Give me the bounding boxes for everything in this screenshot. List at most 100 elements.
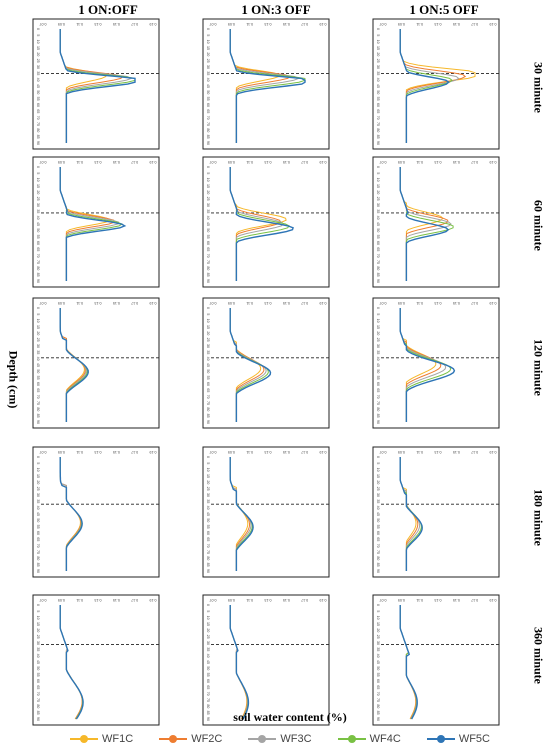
panel-r3-c3: 0.07 0.09 0.11 0.13 0.15 0.17 0.19 0 5 10 15 20 25 30… — [372, 297, 500, 429]
x-tick-label: 0.15 — [113, 301, 120, 305]
y-tick-label: 20 — [36, 331, 40, 335]
x-tick-label: 0.15 — [113, 450, 120, 454]
y-tick-label: 5 — [376, 34, 380, 36]
y-tick-label: 15 — [376, 622, 380, 626]
y-tick-label: 85 — [206, 135, 210, 139]
legend-item-wf5c: WF5C — [426, 733, 490, 745]
y-tick-label: 10 — [376, 40, 380, 44]
column-title-1: 1 ON:OFF — [78, 2, 138, 17]
y-tick-label: 0 — [376, 604, 380, 606]
y-tick-label: 60 — [206, 382, 210, 386]
y-tick-label: 60 — [376, 382, 380, 386]
x-tick-label: 0.19 — [320, 450, 327, 454]
x-tick-label: 0.13 — [95, 598, 102, 602]
y-tick-label: 85 — [206, 711, 210, 715]
panel-r2-c3: 0.07 0.09 0.11 0.13 0.15 0.17 0.19 0 5 10 15 20 25 30… — [372, 156, 500, 288]
y-tick-label: 75 — [36, 698, 40, 702]
x-tick-label: 0.11 — [416, 160, 423, 164]
x-tick-label: 0.07 — [210, 598, 217, 602]
y-tick-label: 90 — [36, 420, 40, 424]
panel-frame — [372, 446, 500, 578]
legend-item-wf1c: WF1C — [70, 733, 133, 745]
x-tick-label: 0.09 — [58, 301, 65, 305]
y-tick-label: 55 — [376, 235, 380, 239]
x-tick-label: 0.17 — [131, 160, 138, 164]
y-tick-label: 85 — [36, 273, 40, 277]
y-tick-label: 25 — [36, 338, 40, 342]
x-tick-label: 0.09 — [398, 450, 405, 454]
y-tick-label: 60 — [376, 531, 380, 535]
y-tick-label: 50 — [36, 228, 40, 232]
y-tick-label: 70 — [206, 395, 210, 399]
y-tick-label: 65 — [206, 388, 210, 392]
y-tick-label: 55 — [36, 97, 40, 101]
x-tick-label: 0.07 — [40, 598, 47, 602]
x-tick-label: 0.19 — [150, 301, 157, 305]
y-tick-label: 80 — [36, 704, 40, 708]
y-tick-label: 25 — [36, 197, 40, 201]
x-tick-label: 0.09 — [228, 598, 235, 602]
y-tick-label: 25 — [206, 635, 210, 639]
y-tick-label: 50 — [36, 666, 40, 670]
y-tick-label: 55 — [206, 376, 210, 380]
y-tick-label: 35 — [206, 71, 210, 75]
y-tick-label: 0 — [376, 28, 380, 30]
y-tick-label: 55 — [206, 235, 210, 239]
x-tick-label: 0.19 — [490, 160, 497, 164]
y-tick-label: 60 — [376, 241, 380, 245]
y-tick-label: 40 — [36, 78, 40, 82]
y-tick-label: 10 — [206, 319, 210, 323]
y-tick-label: 75 — [206, 260, 210, 264]
y-tick-label: 70 — [36, 254, 40, 258]
y-tick-label: 30 — [36, 493, 40, 497]
x-tick-label: 0.09 — [228, 160, 235, 164]
y-tick-label: 60 — [36, 241, 40, 245]
x-tick-label: 0.15 — [113, 160, 120, 164]
y-tick-label: 0 — [376, 166, 380, 168]
y-tick-label: 85 — [206, 414, 210, 418]
y-tick-label: 0 — [36, 456, 40, 458]
y-tick-label: 70 — [206, 544, 210, 548]
y-tick-label: 30 — [36, 344, 40, 348]
y-tick-label: 35 — [206, 647, 210, 651]
series-line-wf5c — [229, 308, 272, 422]
y-tick-label: 20 — [36, 190, 40, 194]
x-tick-label: 0.07 — [210, 160, 217, 164]
y-tick-label: 80 — [206, 128, 210, 132]
y-tick-label: 25 — [36, 487, 40, 491]
y-tick-label: 65 — [376, 685, 380, 689]
y-tick-label: 75 — [206, 122, 210, 126]
x-tick-label: 0.15 — [453, 22, 460, 26]
y-tick-label: 5 — [206, 172, 210, 174]
x-tick-label: 0.07 — [380, 450, 387, 454]
x-tick-label: 0.17 — [301, 598, 308, 602]
y-tick-label: 55 — [376, 376, 380, 380]
y-tick-label: 55 — [206, 97, 210, 101]
x-tick-label: 0.19 — [490, 450, 497, 454]
y-tick-label: 45 — [206, 84, 210, 88]
y-tick-label: 85 — [36, 711, 40, 715]
y-tick-label: 35 — [36, 71, 40, 75]
y-tick-label: 75 — [206, 698, 210, 702]
y-tick-label: 50 — [376, 228, 380, 232]
y-tick-label: 10 — [206, 616, 210, 620]
x-tick-label: 0.15 — [113, 598, 120, 602]
y-tick-label: 10 — [36, 468, 40, 472]
y-tick-label: 60 — [376, 679, 380, 683]
legend-swatch-wf2c — [159, 734, 188, 744]
y-tick-label: 35 — [376, 209, 380, 213]
y-tick-label: 40 — [376, 506, 380, 510]
legend-swatch-wf3c — [248, 734, 277, 744]
y-tick-label: 0 — [36, 307, 40, 309]
panel-r2-c2: 0.07 0.09 0.11 0.13 0.15 0.17 0.19 0 5 10 15 20 25 30… — [202, 156, 330, 288]
y-tick-label: 80 — [206, 556, 210, 560]
y-tick-label: 15 — [376, 325, 380, 329]
y-tick-label: 90 — [206, 569, 210, 573]
y-tick-label: 40 — [376, 216, 380, 220]
y-tick-label: 90 — [376, 141, 380, 145]
x-tick-label: 0.17 — [131, 22, 138, 26]
legend-label-wf1c: WF1C — [102, 733, 134, 745]
y-tick-label: 20 — [376, 480, 380, 484]
y-tick-label: 50 — [36, 518, 40, 522]
y-tick-label: 80 — [376, 556, 380, 560]
